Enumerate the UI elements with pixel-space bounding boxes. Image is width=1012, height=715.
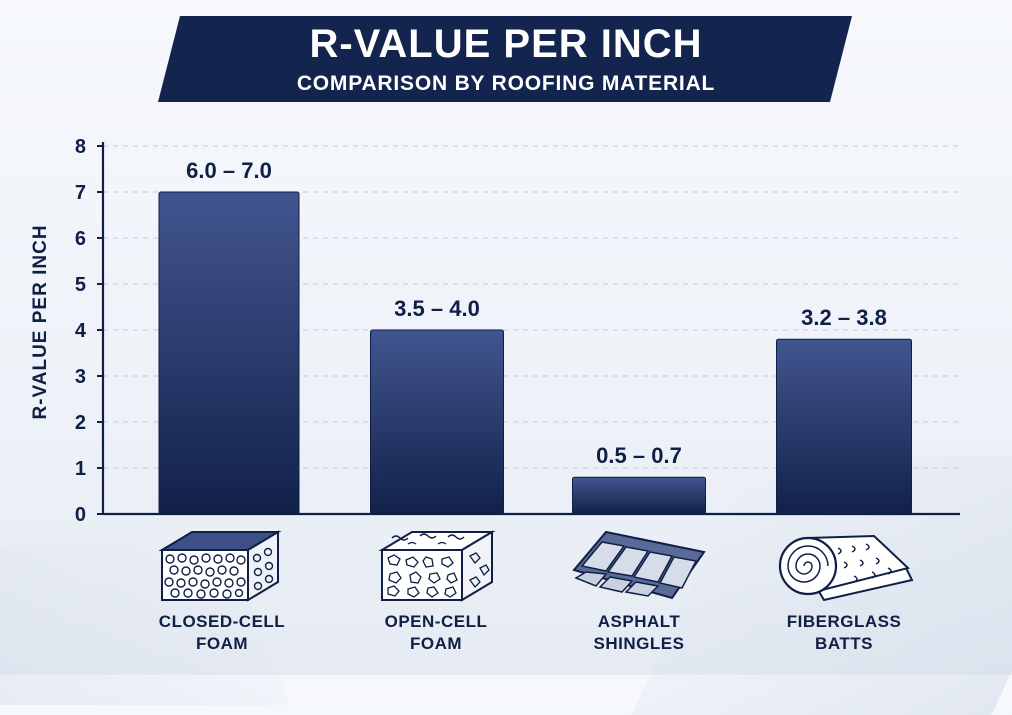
bar-asphalt-shingles xyxy=(572,476,706,515)
bars xyxy=(158,191,912,515)
data-label: 0.5 – 0.7 xyxy=(596,443,682,468)
data-labels: 6.0 – 7.0 3.5 – 4.0 0.5 – 0.7 3.2 – 3.8 xyxy=(186,158,887,468)
y-tick-label: 7 xyxy=(75,182,86,204)
bar-open-cell-foam xyxy=(370,329,504,515)
open-cell-foam-icon xyxy=(378,530,496,602)
category-label-asphalt-shingles: ASPHALT SHINGLES xyxy=(593,612,685,653)
bar-fiberglass-batts xyxy=(776,338,912,515)
title-banner-shape xyxy=(158,16,852,102)
data-label: 3.2 – 3.8 xyxy=(801,305,887,330)
data-label: 3.5 – 4.0 xyxy=(394,296,480,321)
y-tick-label: 6 xyxy=(75,228,86,250)
closed-cell-foam-icon xyxy=(158,530,282,602)
y-tick-label: 3 xyxy=(75,366,86,388)
category-label-closed-cell-foam: CLOSED-CELL FOAM xyxy=(158,612,286,653)
category-label-fiberglass-batts: FIBERGLASS BATTS xyxy=(786,612,902,653)
y-tick-label: 0 xyxy=(75,504,86,526)
chart-subtitle: COMPARISON BY ROOFING MATERIAL xyxy=(296,72,716,95)
y-tick-label: 8 xyxy=(75,136,86,158)
chart-title: R-VALUE PER INCH xyxy=(309,22,703,66)
y-tick-label: 4 xyxy=(75,320,87,342)
fiberglass-batts-icon xyxy=(778,534,914,602)
title-banner: R-VALUE PER INCH COMPARISON BY ROOFING M… xyxy=(158,14,854,104)
bar-chart: 0 1 2 3 4 5 6 7 8 6.0 – 7.0 3.5 – 4.0 0.5 – 0.7 3.2… xyxy=(30,136,960,526)
data-label: 6.0 – 7.0 xyxy=(186,158,272,183)
axes: 0 1 2 3 4 5 6 7 8 xyxy=(75,136,960,526)
bar-closed-cell-foam xyxy=(158,191,300,515)
y-tick-label: 2 xyxy=(75,412,86,434)
category-label-open-cell-foam: OPEN-CELL FOAM xyxy=(384,612,488,653)
y-tick-label: 5 xyxy=(75,274,86,296)
asphalt-shingles-icon xyxy=(572,530,706,600)
y-axis-label: R-VALUE PER INCH xyxy=(30,224,51,419)
y-tick-label: 1 xyxy=(75,458,86,480)
